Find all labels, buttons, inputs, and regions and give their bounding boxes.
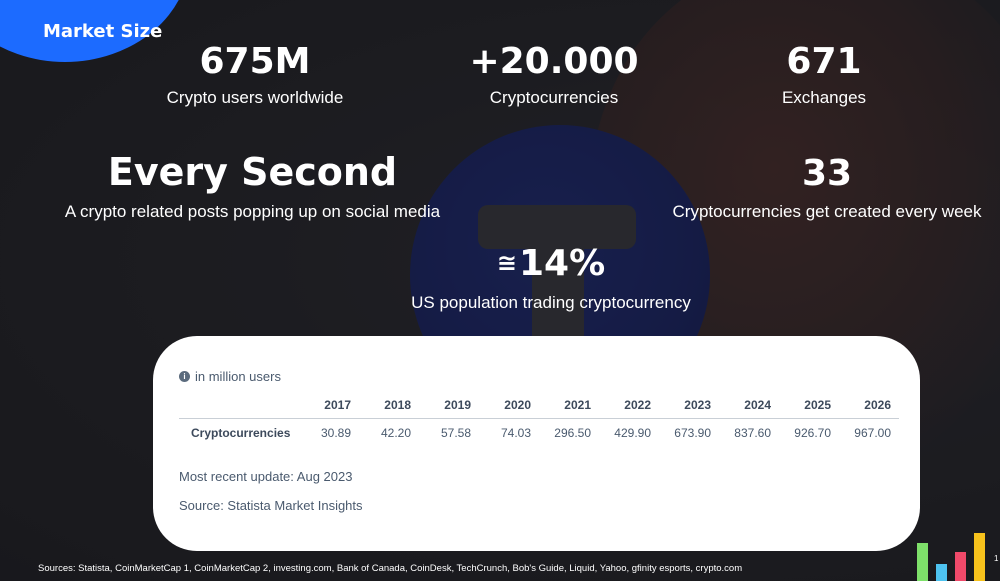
table-cell: 74.03 bbox=[500, 426, 531, 441]
table-cell: 296.50 bbox=[554, 426, 591, 441]
stat-every-second: Every Second A crypto related posts popp… bbox=[50, 150, 455, 222]
logo-bar bbox=[917, 543, 928, 581]
table-header-year: 2026 bbox=[839, 392, 899, 419]
table-cell: 42.20 bbox=[380, 426, 411, 441]
stat-us-population-value: 14% bbox=[518, 243, 606, 284]
table-cell: 57.58 bbox=[440, 426, 471, 441]
table-header-empty bbox=[179, 392, 299, 419]
stat-us-population-label: US population trading cryptocurrency bbox=[411, 293, 691, 312]
stat-exchanges-value: 671 bbox=[786, 41, 862, 82]
table-cell: 837.60 bbox=[734, 426, 771, 441]
slide-title: Market Size bbox=[43, 21, 163, 42]
page-number: 1 bbox=[994, 554, 999, 563]
stat-exchanges: 671 Exchanges bbox=[744, 42, 904, 108]
table-cell: 967.00 bbox=[854, 426, 891, 441]
approx-symbol: ≅ bbox=[496, 249, 517, 277]
table-header-row: 2017 2018 2019 2020 2021 2022 2023 2024 … bbox=[179, 392, 899, 419]
table-cell: 429.90 bbox=[614, 426, 651, 441]
table-header-year: 2024 bbox=[719, 392, 779, 419]
table-cell: 926.70 bbox=[794, 426, 831, 441]
table-header-year: 2021 bbox=[539, 392, 599, 419]
stat-every-second-value: Every Second bbox=[107, 150, 398, 194]
logo-bar bbox=[974, 533, 985, 581]
table-header-year: 2023 bbox=[659, 392, 719, 419]
stat-users: 675M Crypto users worldwide bbox=[150, 42, 360, 108]
bar-logo-icon bbox=[915, 530, 990, 581]
table-source: Source: Statista Market Insights bbox=[179, 498, 363, 513]
background-coin-symbol-stem bbox=[532, 240, 584, 350]
logo-bar bbox=[955, 552, 966, 581]
info-icon[interactable]: i bbox=[179, 371, 190, 382]
table-header-year: 2019 bbox=[419, 392, 479, 419]
table-note: i in million users bbox=[179, 369, 281, 384]
stat-exchanges-label: Exchanges bbox=[781, 88, 867, 107]
data-table-card bbox=[153, 336, 920, 551]
table-header-year: 2017 bbox=[299, 392, 359, 419]
table-header-year: 2022 bbox=[599, 392, 659, 419]
table-update: Most recent update: Aug 2023 bbox=[179, 469, 353, 484]
table-row: Cryptocurrencies 30.89 42.20 57.58 74.03… bbox=[179, 418, 899, 448]
stat-users-value: 675M bbox=[199, 41, 311, 82]
stat-us-population: ≅14% US population trading cryptocurrenc… bbox=[400, 243, 702, 313]
stat-cryptocurrencies: +20.000 Cryptocurrencies bbox=[444, 42, 664, 108]
sources-footnote: Sources: Statista, CoinMarketCap 1, Coin… bbox=[38, 563, 743, 574]
logo-bar bbox=[936, 564, 947, 581]
table-note-text: in million users bbox=[195, 369, 281, 384]
table-cell: 673.90 bbox=[674, 426, 711, 441]
users-table: 2017 2018 2019 2020 2021 2022 2023 2024 … bbox=[179, 392, 899, 448]
table-header-year: 2020 bbox=[479, 392, 539, 419]
stat-weekly-value: 33 bbox=[801, 153, 853, 194]
table-header-year: 2018 bbox=[359, 392, 419, 419]
stat-weekly: 33 Cryptocurrencies get created every we… bbox=[668, 154, 986, 222]
stat-cryptocurrencies-value: +20.000 bbox=[469, 41, 639, 82]
stat-weekly-label: Cryptocurrencies get created every week bbox=[672, 202, 982, 221]
table-cell: 30.89 bbox=[320, 426, 351, 441]
table-row-label: Cryptocurrencies bbox=[191, 426, 291, 441]
stat-cryptocurrencies-label: Cryptocurrencies bbox=[489, 88, 619, 107]
stat-every-second-label: A crypto related posts popping up on soc… bbox=[64, 202, 441, 221]
table-header-year: 2025 bbox=[779, 392, 839, 419]
stat-users-label: Crypto users worldwide bbox=[166, 88, 344, 107]
